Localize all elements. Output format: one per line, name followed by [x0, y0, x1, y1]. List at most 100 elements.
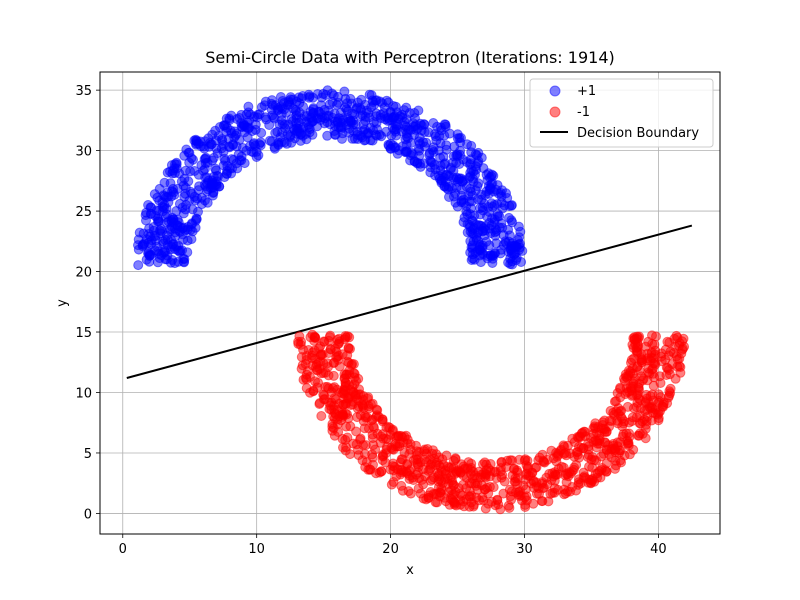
scatter-point-plus1	[177, 245, 188, 256]
x-tick-label: 10	[248, 542, 265, 557]
scatter-point-plus1	[208, 187, 219, 198]
scatter-point-minus1	[293, 338, 304, 349]
scatter-point-minus1	[528, 498, 539, 509]
scatter-point-plus1	[496, 244, 507, 255]
scatter-point-plus1	[143, 200, 154, 210]
scatter-point-minus1	[323, 397, 334, 408]
scatter-point-plus1	[208, 152, 219, 163]
scatter-point-minus1	[458, 496, 469, 507]
scatter-point-minus1	[503, 500, 514, 511]
scatter-point-minus1	[328, 358, 339, 369]
scatter-point-plus1	[470, 161, 481, 172]
scatter-point-plus1	[232, 163, 243, 174]
legend-box	[529, 78, 714, 148]
x-tick-label: 40	[650, 542, 667, 557]
scatter-point-plus1	[390, 126, 401, 137]
scatter-point-plus1	[168, 214, 179, 225]
x-axis-label: x	[406, 563, 414, 578]
scatter-point-minus1	[648, 363, 658, 374]
scatter-point-plus1	[477, 202, 488, 213]
scatter-point-minus1	[631, 412, 642, 423]
y-axis-label: y	[55, 299, 70, 307]
scatter-point-minus1	[514, 491, 525, 502]
scatter-point-minus1	[598, 448, 609, 459]
points-layer	[133, 85, 690, 515]
scatter-point-minus1	[571, 485, 581, 496]
scatter-point-minus1	[622, 435, 633, 446]
scatter-point-minus1	[435, 462, 446, 473]
scatter-point-plus1	[220, 155, 231, 166]
scatter-point-minus1	[604, 415, 615, 426]
scatter-point-minus1	[492, 495, 503, 506]
scatter-point-plus1	[133, 260, 144, 271]
scatter-point-minus1	[505, 455, 516, 466]
legend: +1 -1 Decision Boundary	[529, 78, 714, 148]
plot-frame	[99, 71, 721, 535]
scatter-point-plus1	[403, 124, 414, 135]
x-tick-label: 0	[119, 542, 127, 557]
scatter-point-minus1	[632, 347, 643, 358]
scatter-point-minus1	[369, 423, 379, 434]
scatter-point-plus1	[297, 91, 308, 101]
scatter-point-plus1	[260, 112, 271, 123]
scatter-point-minus1	[420, 471, 431, 482]
y-tick-label: 0	[84, 507, 92, 522]
scatter-point-minus1	[495, 504, 506, 515]
scatter-point-plus1	[165, 166, 175, 177]
scatter-point-plus1	[401, 102, 412, 113]
scatter-point-plus1	[183, 221, 194, 232]
scatter-point-plus1	[511, 255, 522, 266]
scatter-point-plus1	[191, 214, 202, 225]
scatter-point-plus1	[168, 187, 179, 198]
scatter-point-plus1	[428, 118, 439, 128]
scatter-point-plus1	[470, 185, 481, 196]
scatter-point-minus1	[340, 332, 351, 343]
scatter-point-minus1	[450, 498, 460, 509]
scatter-point-minus1	[537, 496, 548, 507]
scatter-point-plus1	[277, 127, 288, 138]
scatter-point-minus1	[504, 484, 515, 495]
scatter-point-minus1	[353, 450, 364, 461]
scatter-point-plus1	[485, 250, 496, 261]
scatter-point-plus1	[228, 154, 239, 165]
scatter-point-plus1	[416, 125, 427, 136]
scatter-point-minus1	[634, 430, 644, 441]
scatter-point-minus1	[512, 473, 523, 483]
scatter-point-plus1	[337, 128, 348, 139]
scatter-point-plus1	[231, 141, 242, 152]
scatter-point-minus1	[592, 438, 603, 449]
scatter-point-plus1	[487, 201, 498, 212]
scatter-point-plus1	[205, 139, 216, 150]
scatter-point-plus1	[218, 146, 229, 157]
scatter-point-plus1	[473, 227, 484, 237]
scatter-point-plus1	[268, 100, 278, 111]
scatter-point-plus1	[144, 250, 155, 261]
scatter-point-plus1	[251, 146, 262, 157]
scatter-point-plus1	[486, 171, 497, 182]
scatter-point-minus1	[611, 396, 621, 407]
scatter-point-plus1	[178, 208, 189, 219]
scatter-point-plus1	[221, 126, 232, 137]
scatter-point-plus1	[318, 88, 329, 99]
scatter-point-minus1	[587, 452, 598, 462]
scatter-point-plus1	[451, 157, 462, 168]
scatter-point-minus1	[377, 429, 388, 440]
scatter-point-plus1	[239, 120, 250, 131]
scatter-point-minus1	[660, 354, 671, 365]
scatter-point-plus1	[430, 170, 441, 181]
decision-boundary-layer	[126, 224, 693, 379]
scatter-point-plus1	[484, 184, 495, 195]
scatter-point-minus1	[634, 331, 645, 342]
scatter-point-plus1	[486, 220, 497, 231]
scatter-point-minus1	[333, 350, 344, 361]
scatter-point-plus1	[466, 140, 477, 151]
scatter-point-plus1	[343, 116, 354, 127]
scatter-point-plus1	[319, 118, 330, 129]
scatter-point-minus1	[520, 499, 531, 510]
scatter-point-minus1	[627, 339, 638, 350]
scatter-point-minus1	[396, 454, 407, 465]
scatter-point-plus1	[506, 200, 517, 211]
scatter-point-minus1	[665, 383, 676, 394]
scatter-point-plus1	[285, 94, 296, 105]
scatter-point-plus1	[308, 104, 319, 115]
